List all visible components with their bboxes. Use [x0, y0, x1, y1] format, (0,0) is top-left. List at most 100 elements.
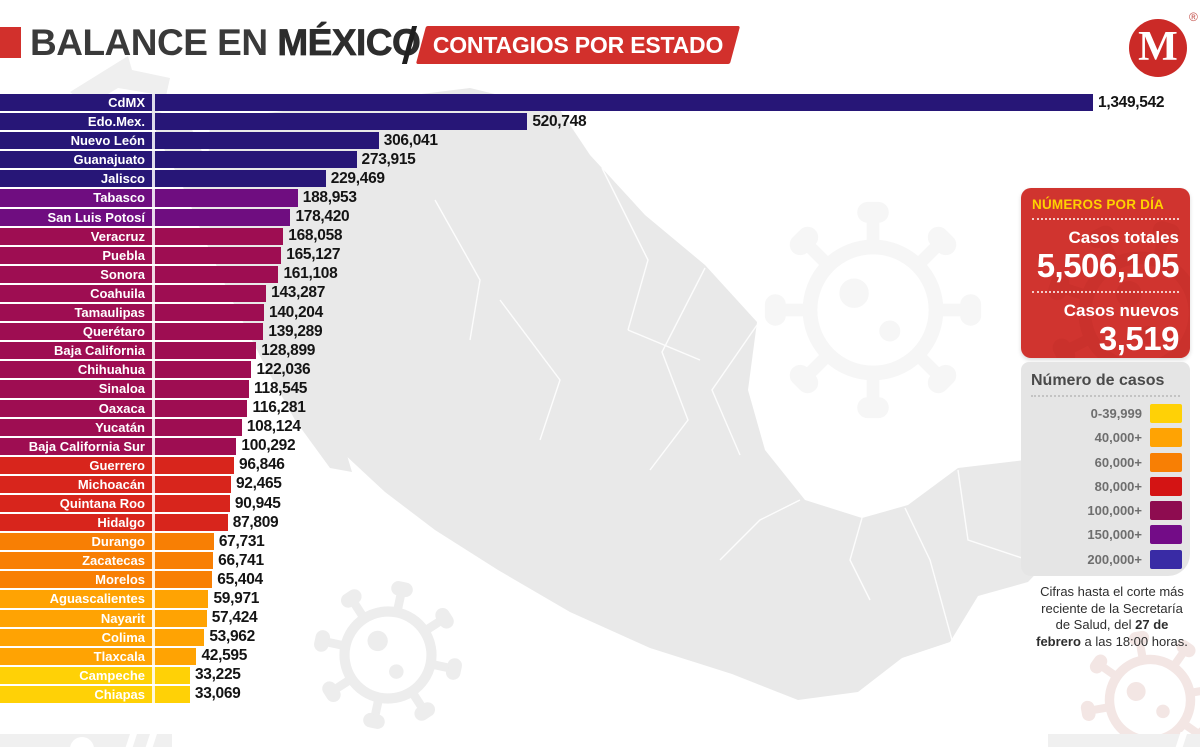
bar: Yucatán — [0, 418, 242, 436]
bar: Guerrero — [0, 456, 235, 474]
bar-label: Campeche — [79, 667, 145, 683]
legend-color-swatch — [1150, 501, 1182, 521]
legend-range-label: 60,000+ — [1094, 454, 1142, 470]
divider — [1032, 291, 1179, 293]
bar-label: Chiapas — [94, 686, 145, 702]
bar: Guanajuato — [0, 151, 357, 169]
title-bold: MÉXICO — [277, 22, 421, 64]
bar-label: Morelos — [95, 572, 145, 588]
bar-row: Oaxaca 116,281 — [0, 399, 1200, 417]
bar-row: Durango 67,731 — [0, 533, 1200, 551]
legend-row: 0-39,999 — [1021, 404, 1190, 423]
bar-value: 118,545 — [254, 379, 308, 397]
legend-row: 200,000+ — [1021, 549, 1190, 569]
bar-label: Durango — [91, 534, 145, 550]
legend-panel: Número de casos 0-39,999 40,000+ 60,000+ 80… — [1021, 362, 1190, 576]
legend-row: 80,000+ — [1021, 476, 1190, 496]
bar-label: Jalisco — [100, 171, 145, 187]
bar-row: Michoacán 92,465 — [0, 475, 1200, 494]
footnote-text: Cifras hasta el corte más reciente de la… — [1040, 584, 1184, 632]
legend-color-swatch — [1150, 452, 1182, 472]
bar-value: 229,469 — [330, 169, 385, 187]
bar-value: 116,281 — [252, 399, 306, 417]
registered-mark: ® — [1189, 10, 1198, 24]
header-accent-block — [0, 27, 21, 58]
bar-value: 520,748 — [532, 112, 587, 130]
legend-color-swatch — [1150, 549, 1182, 569]
banner: CONTAGIOS POR ESTADO — [415, 26, 741, 64]
bar: Baja California — [0, 342, 257, 360]
bar-value: 161,108 — [283, 265, 338, 283]
bar: Quintana Roo — [0, 494, 230, 513]
bar: Aguascalientes — [0, 590, 209, 608]
legend-color-swatch — [1150, 525, 1182, 545]
bar: Baja California Sur — [0, 437, 237, 455]
bar-value: 90,945 — [234, 494, 281, 512]
bar-value: 108,124 — [246, 418, 301, 436]
bar: Campeche — [0, 666, 190, 685]
bar-label: Oaxaca — [98, 400, 145, 416]
milenio-logo[interactable]: M — [1129, 19, 1187, 77]
bar: Hidalgo — [0, 514, 228, 532]
bar-value: 33,225 — [194, 666, 241, 684]
bar-label: Coahuila — [90, 285, 145, 301]
bar-label: Zacatecas — [82, 553, 145, 569]
bar-row: CdMX 1,349,542 — [0, 93, 1200, 112]
bar-value: 87,809 — [232, 513, 279, 531]
bar-value: 100,292 — [241, 437, 296, 455]
bar-label: Puebla — [102, 247, 145, 263]
bar-label: Querétaro — [82, 324, 145, 340]
bar: Nayarit — [0, 609, 207, 627]
bar: CdMX — [0, 94, 1093, 112]
bar-row: Tamaulipas 140,204 — [0, 304, 1200, 322]
bar-label: Edo.Mex. — [87, 114, 145, 130]
bar-label: Baja California — [53, 343, 145, 359]
bar-value: 143,287 — [271, 284, 326, 302]
total-cases-value: 5,506,105 — [1036, 247, 1180, 284]
bar-label: Tamaulipas — [74, 305, 145, 321]
footnote-text: a las 18:00 horas. — [1080, 633, 1188, 649]
bar-row: Veracruz 168,058 — [0, 227, 1200, 245]
total-cases-label: Casos totales — [1068, 228, 1179, 247]
bar-value: 1,349,542 — [1098, 93, 1165, 111]
bar: Nuevo León — [0, 132, 379, 150]
banner-label: CONTAGIOS POR ESTADO — [432, 31, 724, 58]
bar-row: Sinaloa 118,545 — [0, 379, 1200, 398]
bar-value: 128,899 — [261, 341, 316, 359]
bar-row: Coahuila 143,287 — [0, 284, 1200, 303]
bar-row: Edo.Mex. 520,748 — [0, 112, 1200, 131]
bar-label: Hidalgo — [97, 515, 145, 531]
bar: Jalisco — [0, 170, 326, 188]
bar: Chihuahua — [0, 361, 252, 379]
bar-row: Colima 53,962 — [0, 628, 1200, 646]
legend-range-label: 100,000+ — [1087, 503, 1142, 519]
bottom-deco — [0, 732, 1200, 747]
bar-row: Baja California Sur 100,292 — [0, 437, 1200, 455]
bar: Zacatecas — [0, 552, 214, 570]
bar: Morelos — [0, 571, 213, 589]
bar: Edo.Mex. — [0, 113, 528, 131]
bar-value: 168,058 — [288, 227, 343, 245]
bar-row: Querétaro 139,289 — [0, 323, 1200, 341]
bar-value: 66,741 — [218, 551, 264, 569]
bar-row: Nayarit 57,424 — [0, 609, 1200, 627]
bar-label: Chihuahua — [77, 362, 145, 378]
bar-label: Quintana Roo — [59, 495, 145, 511]
bar-label: Veracruz — [90, 228, 145, 244]
page-title: BALANCE EN MÉXICO — [30, 22, 421, 64]
bar-label: Sinaloa — [98, 381, 145, 397]
bar-chart: CdMX 1,349,542 Edo.Mex. 520,748 Nuevo León 30… — [0, 94, 1200, 705]
legend-title: Número de casos — [1031, 372, 1180, 397]
bar-row: Nuevo León 306,041 — [0, 132, 1200, 150]
bar-row: Sonora 161,108 — [0, 265, 1200, 284]
milenio-logo-letter: M — [1138, 23, 1178, 70]
legend-color-swatch — [1150, 428, 1182, 448]
bar: Tabasco — [0, 189, 298, 207]
bar-row: Puebla 165,127 — [0, 246, 1200, 264]
bar: Coahuila — [0, 284, 267, 303]
legend-row: 60,000+ — [1021, 452, 1190, 472]
legend-range-label: 0-39,999 — [1090, 406, 1142, 421]
bar-row: Tlaxcala 42,595 — [0, 647, 1200, 665]
bar-row: Yucatán 108,124 — [0, 418, 1200, 436]
bar: Chiapas — [0, 685, 190, 704]
